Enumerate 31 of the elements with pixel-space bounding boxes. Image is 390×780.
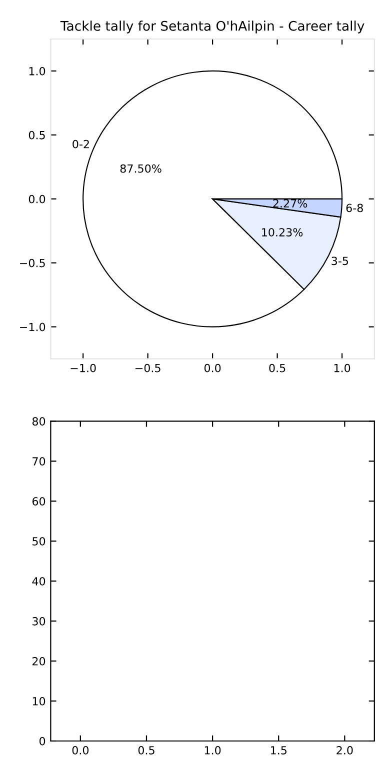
data-label: 87.50% [120,164,162,173]
y-tick-label: 30 [32,617,46,626]
y-tick-label: 0 [40,736,46,746]
y-tick-label: 60 [32,497,46,506]
y-tick-label: 0.0 [28,194,46,204]
x-tick-label: 1.5 [270,746,286,754]
y-tick-label: 20 [32,657,46,666]
data-label: 10.23% [262,228,303,236]
y-tick-label: 10 [32,697,46,706]
data-label: 2.27% [273,199,308,208]
chart-title: Tackle tally for Setanta O'hAilpin - Career tally [60,20,364,34]
x-tick-label: −1.0 [70,364,96,372]
y-tick-label: 40 [32,577,46,586]
y-tick-label: −0.5 [20,258,45,268]
y-tick-label: 70 [32,457,46,466]
x-tick-label: 0.5 [269,364,286,372]
y-tick-label: −1.0 [20,322,46,332]
x-tick-label: 0.0 [72,746,89,754]
x-tick-label: −0.5 [135,364,160,372]
x-tick-label: 1.0 [204,746,221,754]
y-tick-label: 0.5 [28,130,45,140]
x-tick-label: 2.0 [336,746,353,754]
y-tick-label: 50 [32,537,46,546]
x-tick-label: 0.0 [204,364,221,372]
x-tick-label: 1.0 [334,364,350,372]
y-tick-label: 1.0 [29,66,46,76]
legend-label: 3-5 [332,256,348,266]
x-tick-label: 0.5 [138,746,154,754]
y-tick-label: 80 [32,417,46,426]
slice-label: 0-2 [72,140,89,148]
slice-label: 6-8 [346,204,363,212]
